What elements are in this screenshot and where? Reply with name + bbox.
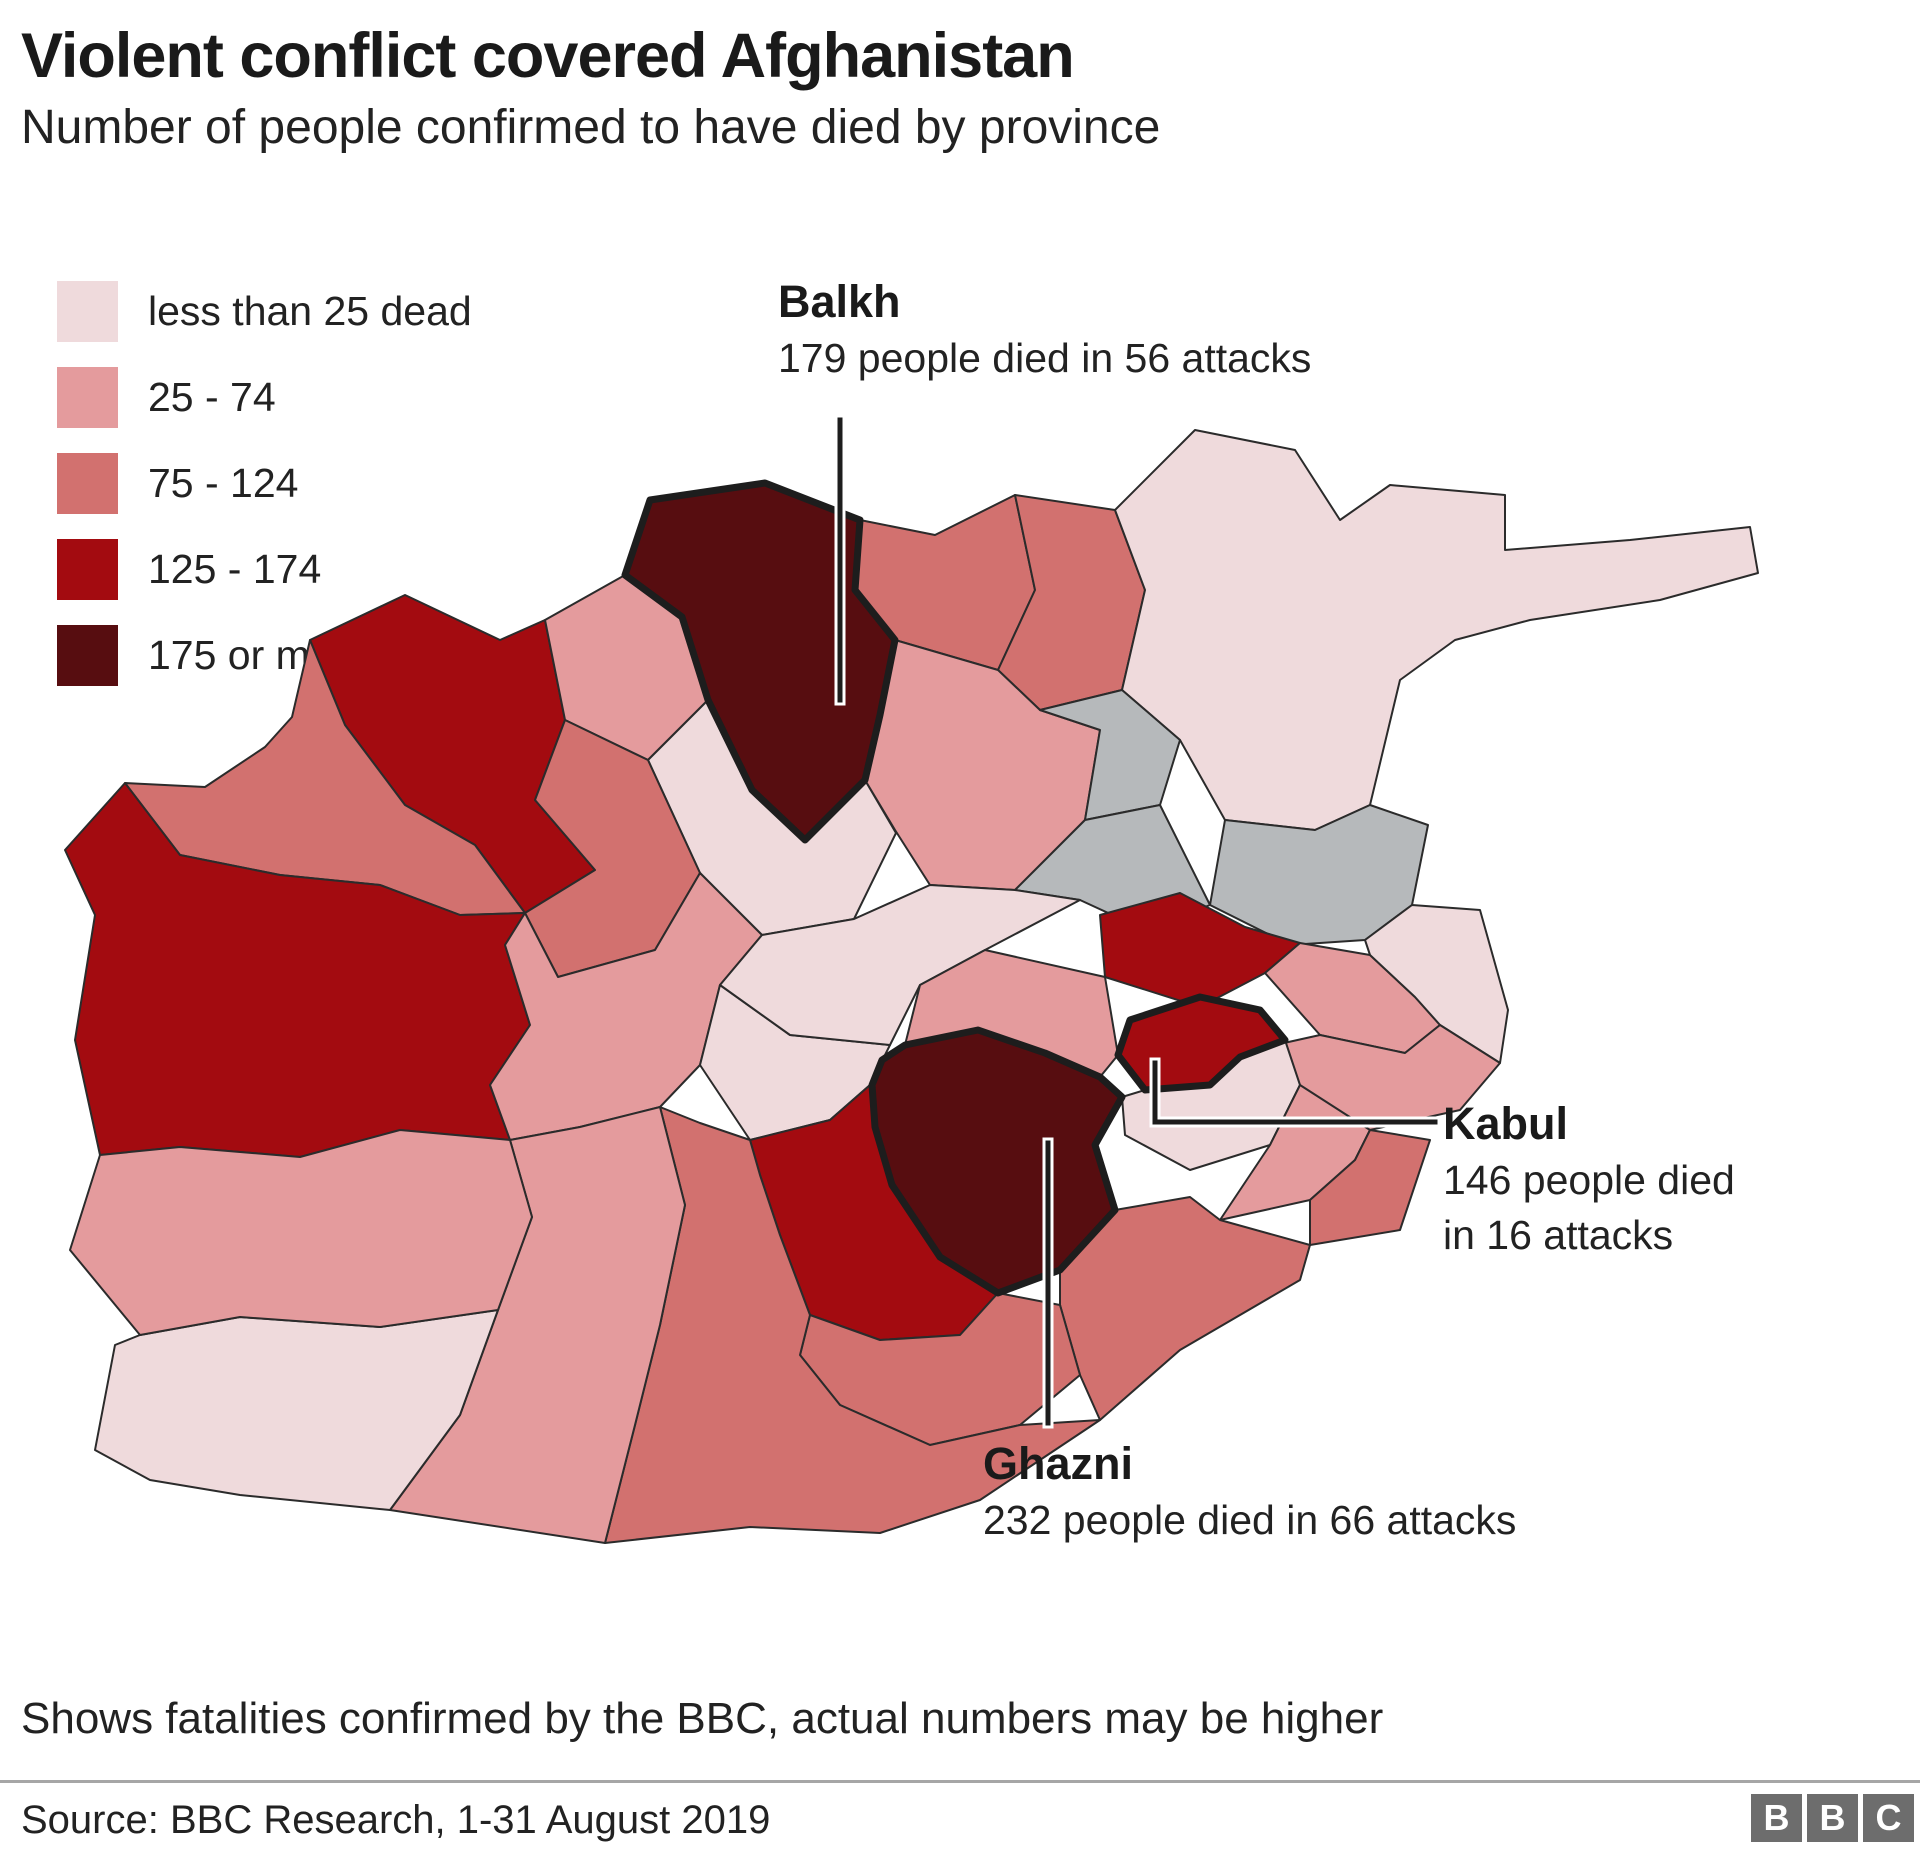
legend-item: 125 - 174 [57,539,472,600]
ghazni-annotation: Ghazni 232 people died in 66 attacks [983,1434,1683,1548]
bbc-logo-letter: B [1751,1794,1802,1842]
legend-label: 25 - 74 [148,374,276,420]
kabul-leader-line [1152,1060,1438,1125]
ghazni-annotation-title: Ghazni [983,1438,1134,1489]
legend-swatch [57,367,118,428]
balkh-annotation-title: Balkh [778,276,901,327]
page-subtitle: Number of people confirmed to have died … [21,101,1161,154]
province-shape-balkh-highlight [621,479,899,844]
legend-swatch [57,453,118,514]
legend-swatch [57,625,118,686]
kabul-annotation: Kabul 146 people died in 16 attacks [1443,1094,1863,1262]
legend-swatch [57,539,118,600]
callout-lines [834,414,1441,1429]
kabul-annotation-detail: in 16 attacks [1443,1211,1674,1258]
kabul-annotation-detail: 146 people died [1443,1157,1735,1204]
province-shape-ghazni-highlight [868,1026,1126,1297]
legend-label: 125 - 174 [148,546,322,592]
bbc-logo-letter: C [1863,1794,1914,1842]
footnote: Shows fatalities confirmed by the BBC, a… [21,1694,1384,1743]
legend-label: 75 - 124 [148,460,299,506]
bbc-logo-letter: B [1807,1794,1858,1842]
legend-item: less than 25 dead [57,281,472,342]
balkh-annotation-detail: 179 people died in 56 attacks [778,335,1312,382]
footer-divider [0,1780,1920,1783]
legend-item: 25 - 74 [57,367,472,428]
province-shape [69,1129,533,1336]
bbc-logo: B B C [1751,1794,1914,1842]
province-shape [1309,1129,1431,1246]
legend: less than 25 dead 25 - 74 75 - 124 125 -… [57,281,472,686]
page-title: Violent conflict covered Afghanistan [21,21,1075,91]
province-shape [1114,429,1759,831]
province-layer [64,429,1759,1544]
legend-label: less than 25 dead [148,288,472,334]
legend-item: 75 - 124 [57,453,472,514]
ghazni-annotation-detail: 232 people died in 66 attacks [983,1497,1517,1544]
source-text: Source: BBC Research, 1-31 August 2019 [21,1798,771,1842]
legend-swatch [57,281,118,342]
kabul-annotation-title: Kabul [1443,1098,1569,1149]
province-shape [489,872,763,1141]
balkh-annotation: Balkh 179 people died in 56 attacks [778,272,1311,386]
